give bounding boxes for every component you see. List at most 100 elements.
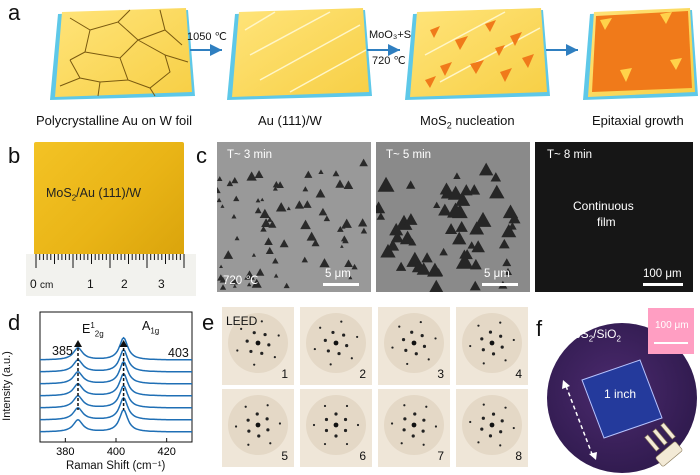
caption-step-1: Polycrystalline Au on W foil <box>36 113 193 128</box>
leed-num-7: 7 <box>437 449 444 463</box>
caption-step-2: Au (111)/W <box>258 113 322 128</box>
leed-spot <box>356 335 359 339</box>
leed-spot <box>265 417 269 421</box>
mos2-triangle <box>323 215 331 222</box>
leed-num-3: 3 <box>437 367 444 381</box>
mos2-triangle <box>244 270 255 280</box>
mos2-film <box>581 359 663 439</box>
sem-2-time: T~ 5 min <box>386 149 432 161</box>
sem-image-3min: T~ 3 min 720 ℃ 5 μm <box>217 142 371 292</box>
leed-spot <box>273 356 276 359</box>
leed-spot <box>404 348 408 352</box>
mos2-triangle <box>319 258 330 268</box>
mos2-triangle <box>471 240 485 253</box>
mos2-triangle <box>315 188 326 198</box>
tweezers <box>644 422 683 467</box>
mos2-triangle <box>390 230 404 243</box>
leed-spot <box>402 428 406 432</box>
raman-xlabel: Raman Shift (cm⁻¹) <box>66 460 166 472</box>
leed-spot <box>422 418 426 422</box>
mos2-triangle <box>341 225 346 229</box>
leed-spot <box>410 330 414 334</box>
leed-title: LEED <box>226 314 258 328</box>
leed-spot <box>334 412 338 416</box>
leed-spot <box>419 320 422 324</box>
leed-spot <box>240 327 243 330</box>
mos2-triangle <box>341 218 352 228</box>
mos2-triangle <box>358 218 368 227</box>
leed-pattern-6: 6 <box>300 389 372 467</box>
mos2-triangle <box>395 261 407 271</box>
leed-spot <box>512 426 515 430</box>
mos2-triangle <box>231 177 239 184</box>
leed-num-5: 5 <box>281 449 288 463</box>
mos2-triangle <box>266 216 273 222</box>
mos2-triangle <box>246 282 252 287</box>
leed-spot <box>246 418 250 422</box>
mos2-triangle <box>459 184 473 196</box>
mos2-triangle <box>455 220 468 232</box>
mos2-triangle <box>318 207 328 216</box>
peak-label-e2g: E12g <box>82 321 104 339</box>
leed-spot <box>257 434 261 438</box>
mos2-triangle <box>455 192 471 206</box>
leed-spot <box>343 417 348 422</box>
raman-series-line <box>39 408 193 433</box>
leed-spot <box>253 363 256 366</box>
mos2-triangle <box>447 185 464 200</box>
mos2-triangle <box>444 223 458 234</box>
leed-spot <box>340 320 343 323</box>
foil-polycrystalline <box>50 8 195 100</box>
mos2-triangle <box>438 203 452 216</box>
leed-pattern-1: 1 <box>222 307 294 385</box>
peak-arrowhead <box>119 340 128 347</box>
leed-spot <box>324 417 329 422</box>
leed-spot <box>260 351 264 355</box>
sem-3-scale: 100 μm <box>643 268 682 280</box>
mos2-triangle <box>273 273 279 278</box>
leed-spot <box>391 346 394 349</box>
ruler-one: 1 <box>87 277 94 291</box>
leed-pattern-4: 4 <box>456 307 528 385</box>
mos2-triangle <box>306 231 317 241</box>
mos2-triangle <box>272 186 278 191</box>
sem-3-scalebar <box>643 283 683 286</box>
panel-b-label: b <box>8 143 21 168</box>
leed-spot <box>319 326 322 329</box>
leed-spot <box>398 325 401 328</box>
foil-nucleation <box>405 8 550 100</box>
mos2-triangle <box>304 170 313 178</box>
mos2-triangle <box>318 169 324 175</box>
leed-spot <box>334 434 338 438</box>
mos2-triangle <box>332 170 340 177</box>
leed-spot <box>403 404 406 407</box>
panel-a-schematic <box>50 8 698 100</box>
leed-num-1: 1 <box>281 367 288 381</box>
mos2-triangle <box>260 225 267 232</box>
mos2-triangle <box>416 262 431 275</box>
mos2-triangle <box>233 195 240 202</box>
leed-spot <box>406 362 409 366</box>
sem-1-temp: 720 ℃ <box>223 275 259 287</box>
leed-spot <box>260 320 263 323</box>
leed-pattern-7: 7 <box>378 389 450 467</box>
mos2-triangle <box>301 256 308 263</box>
mos2-triangle <box>389 222 404 236</box>
leed-spot <box>504 359 507 362</box>
leed-spot <box>255 412 259 416</box>
leed-spot <box>266 404 269 407</box>
mos2-triangle <box>351 263 358 270</box>
raman-series-line <box>39 396 193 421</box>
raman-series-line <box>39 360 193 385</box>
raman-series-line <box>39 348 193 373</box>
arrow-2-label-bottom: 720 ℃ <box>372 55 406 67</box>
leed-pattern-2: 2 <box>300 307 372 385</box>
leed-spot <box>469 420 472 424</box>
peak-label-a1g: A1g <box>142 319 160 336</box>
leed-spot <box>420 334 424 338</box>
sem-image-8min: T~ 8 min Continuous film 100 μm <box>535 142 693 292</box>
sem-2-scale: 5 μm <box>484 268 510 280</box>
sem-3-overlay-1: Continuous <box>573 199 634 213</box>
leed-spot <box>480 427 484 431</box>
mos2-triangle <box>219 264 223 268</box>
